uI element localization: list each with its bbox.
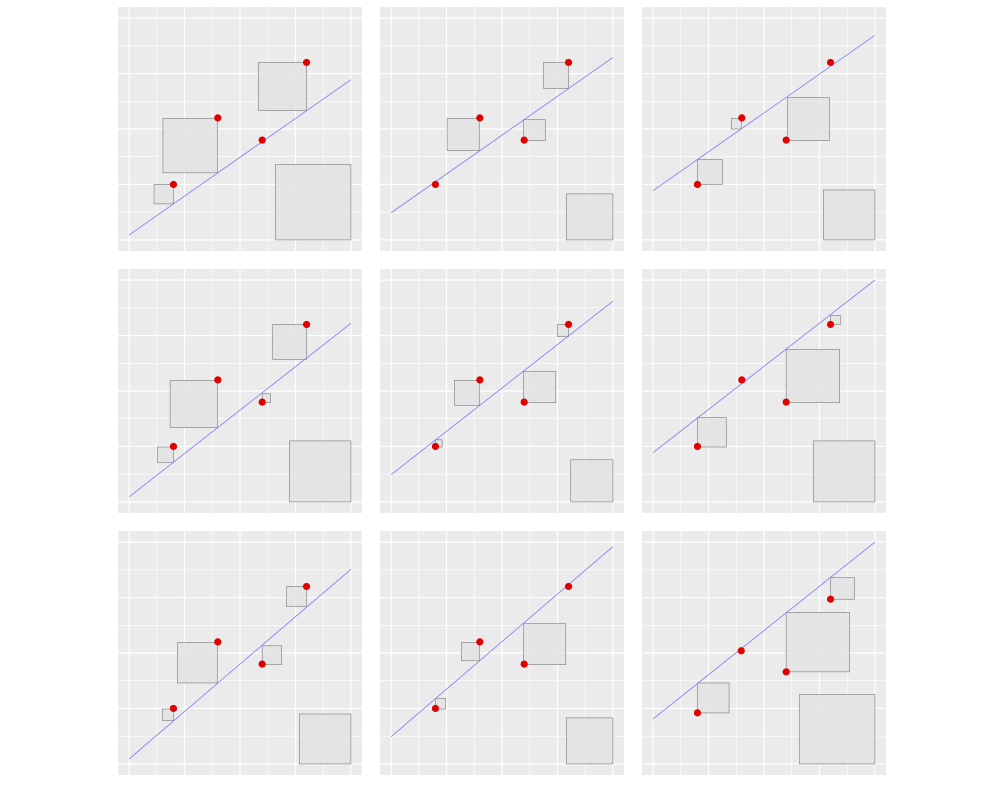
panel	[642, 7, 886, 251]
data-point	[476, 114, 484, 122]
residual-square	[299, 713, 352, 765]
data-point	[564, 320, 573, 329]
residual-square	[454, 380, 480, 406]
data-point	[214, 114, 222, 122]
data-point	[520, 398, 528, 406]
data-point	[302, 582, 311, 591]
fit-line	[128, 568, 352, 760]
data-point	[693, 180, 702, 189]
residual-square	[566, 717, 614, 765]
residual-square	[523, 623, 567, 665]
residual-square	[570, 459, 614, 503]
data-point	[782, 136, 790, 144]
residual-square	[169, 380, 218, 428]
data-point	[564, 58, 573, 67]
residual-square	[813, 440, 876, 503]
data-point	[737, 647, 745, 655]
data-point	[826, 58, 835, 67]
data-point	[214, 638, 222, 646]
data-point	[738, 114, 746, 122]
data-point	[258, 660, 266, 668]
fit-line	[652, 541, 876, 720]
data-point	[431, 704, 440, 713]
panel	[118, 7, 362, 251]
data-point	[782, 398, 790, 406]
fit-line	[390, 57, 614, 214]
panel	[118, 531, 362, 775]
fit-line	[390, 546, 614, 738]
fit-line	[128, 79, 352, 236]
data-point	[738, 376, 746, 384]
residual-square	[557, 324, 569, 337]
residual-square	[785, 349, 840, 403]
panel	[118, 269, 362, 513]
residual-square	[446, 118, 480, 151]
data-point	[431, 442, 440, 451]
data-point	[826, 320, 835, 329]
data-point	[214, 376, 222, 384]
panel	[642, 269, 886, 513]
data-point	[169, 442, 178, 451]
residual-square	[785, 612, 850, 673]
residual-square	[523, 371, 557, 403]
data-point	[169, 180, 178, 189]
data-point	[826, 595, 835, 603]
residual-square	[275, 164, 352, 241]
data-point	[693, 442, 702, 451]
fit-line	[390, 300, 614, 476]
residual-square	[830, 577, 855, 600]
residual-square	[162, 708, 174, 721]
residual-square	[157, 446, 174, 463]
data-point	[302, 58, 311, 67]
residual-square	[566, 193, 614, 241]
data-point	[782, 668, 790, 676]
residual-square	[543, 62, 569, 89]
fit-line	[652, 34, 876, 191]
data-point	[520, 136, 528, 144]
data-point	[476, 638, 484, 646]
residual-square	[730, 118, 742, 130]
data-point	[693, 709, 702, 717]
data-point	[564, 582, 573, 591]
residual-square	[697, 159, 723, 185]
data-point	[258, 398, 266, 406]
residual-square	[257, 62, 307, 111]
panel	[380, 7, 624, 251]
residual-square	[435, 698, 446, 710]
data-point	[169, 704, 178, 713]
residual-square	[261, 645, 282, 665]
residual-square	[153, 184, 174, 205]
panel	[380, 269, 624, 513]
residual-square	[461, 642, 480, 662]
data-point	[258, 136, 266, 144]
panel	[642, 531, 886, 775]
data-point	[476, 376, 484, 384]
fit-line	[128, 323, 352, 498]
data-point	[520, 660, 528, 668]
data-point	[302, 320, 311, 329]
residual-square	[261, 393, 271, 403]
residual-square	[823, 189, 876, 241]
residual-square	[697, 682, 730, 714]
data-point	[431, 180, 440, 189]
residual-square	[523, 119, 546, 141]
fit-line	[652, 279, 876, 453]
residual-square	[799, 694, 876, 765]
residual-square	[162, 118, 218, 174]
residual-square	[177, 642, 218, 684]
residual-square	[289, 440, 352, 503]
residual-square	[697, 417, 727, 448]
residual-square	[286, 586, 307, 607]
residual-square	[830, 315, 841, 325]
residual-square	[786, 97, 830, 141]
residual-square	[272, 324, 307, 360]
panel	[380, 531, 624, 775]
